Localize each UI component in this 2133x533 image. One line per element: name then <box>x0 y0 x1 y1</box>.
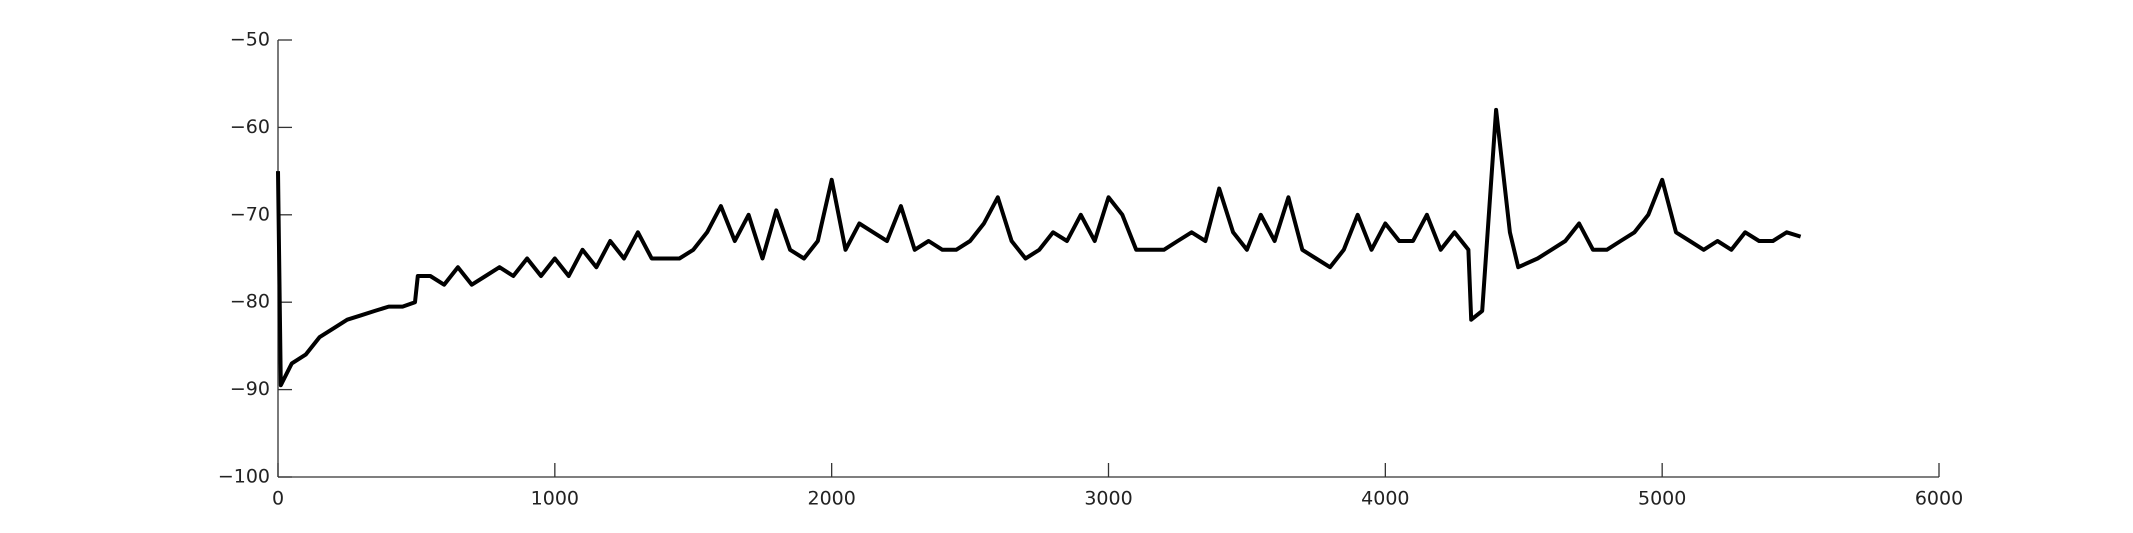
x-tick-label: 0 <box>272 488 284 510</box>
x-tick-label: 2000 <box>807 488 855 510</box>
y-tick-label: −70 <box>230 203 270 225</box>
x-tick-label: 5000 <box>1638 488 1686 510</box>
y-tick-label: −80 <box>230 291 270 313</box>
y-tick-label: −50 <box>230 29 270 51</box>
data-line <box>276 107 1802 388</box>
x-tick-label: 4000 <box>1361 488 1409 510</box>
x-tick-label: 1000 <box>531 488 579 510</box>
y-tick-label: −100 <box>218 466 270 488</box>
y-tick-label: −60 <box>230 116 270 138</box>
y-tick-label: −90 <box>230 378 270 400</box>
x-tick-label: 6000 <box>1915 488 1963 510</box>
x-tick-label: 3000 <box>1084 488 1132 510</box>
